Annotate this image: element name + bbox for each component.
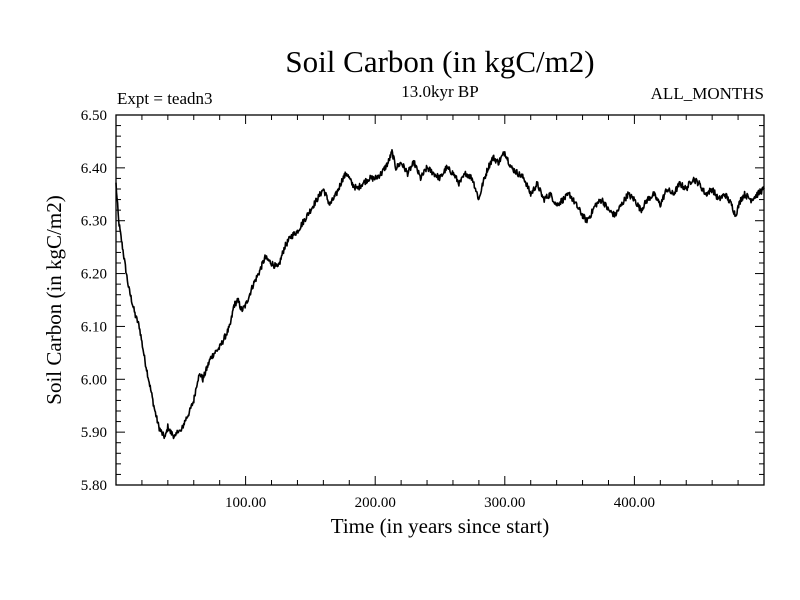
y-tick-label: 6.10 (81, 319, 107, 335)
y-tick-label: 6.40 (81, 161, 107, 177)
x-tick-label: 100.00 (225, 495, 266, 511)
x-axis-label: Time (in years since start) (331, 514, 550, 538)
axes: 100.00 200.00 300.00 400.00 5.80 5.90 6.00 6.10… (81, 108, 764, 511)
x-tick-label: 300.00 (484, 495, 525, 511)
x-tick-label: 400.00 (614, 495, 655, 511)
y-tick-label: 6.30 (81, 214, 107, 230)
chart-subtitle: 13.0kyr BP (401, 82, 478, 101)
experiment-label: Expt = teadn3 (117, 89, 213, 108)
x-tick-label: 200.00 (355, 495, 396, 511)
months-label: ALL_MONTHS (651, 84, 764, 103)
series-group (115, 149, 765, 440)
y-axis-label: Soil Carbon (in kgC/m2) (42, 195, 66, 404)
y-tick-label: 6.20 (81, 267, 107, 283)
y-tick-label: 5.80 (81, 478, 107, 494)
series-line-soil-carbon (115, 149, 765, 440)
y-tick-label: 6.50 (81, 108, 107, 124)
y-tick-label: 6.00 (81, 372, 107, 388)
y-tick-label: 5.90 (81, 425, 107, 441)
chart-title: Soil Carbon (in kgC/m2) (285, 44, 594, 79)
plot-frame (115, 114, 765, 486)
